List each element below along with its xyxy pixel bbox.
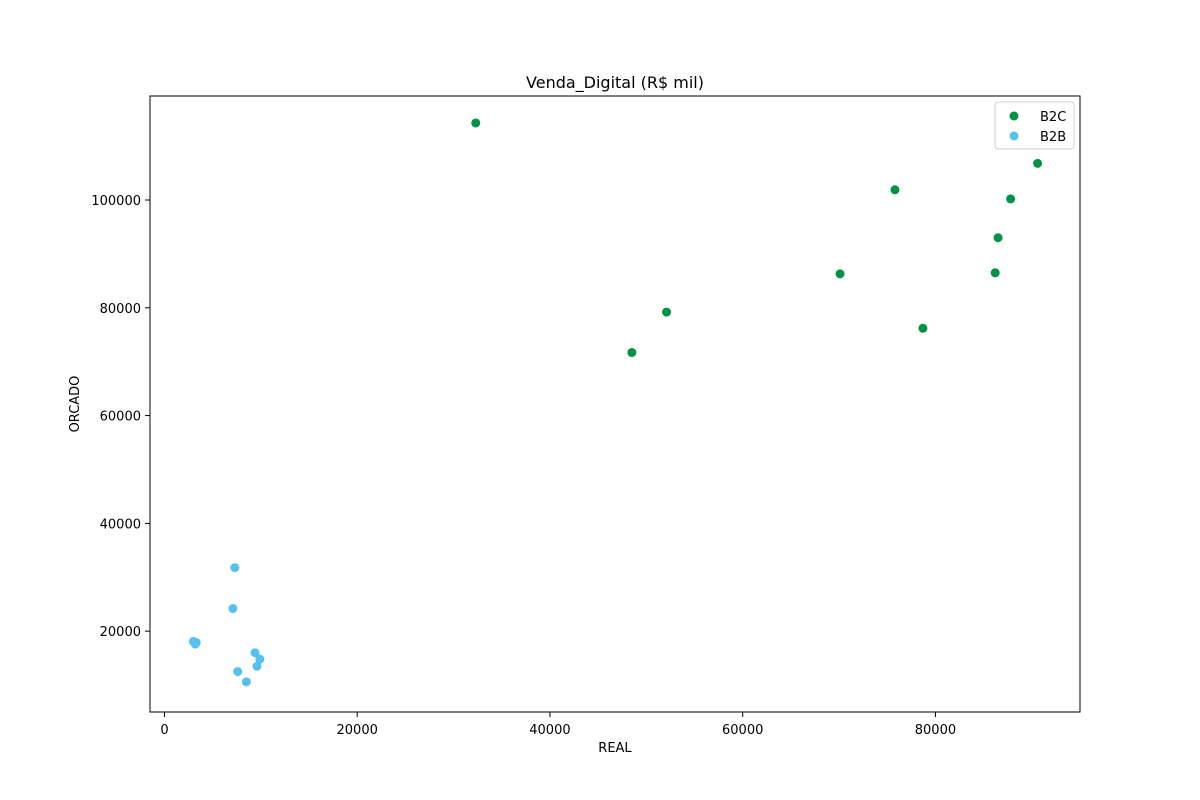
legend-marker-b2b bbox=[1009, 131, 1019, 141]
x-tick-label: 80000 bbox=[915, 723, 956, 738]
data-point-b2b bbox=[228, 604, 238, 614]
y-tick-label: 20000 bbox=[100, 625, 141, 640]
x-tick-label: 0 bbox=[160, 723, 168, 738]
y-tick-label: 100000 bbox=[91, 194, 141, 209]
data-point-b2c bbox=[662, 307, 672, 317]
y-axis: 20000 40000 60000 80000 100000 bbox=[91, 194, 150, 640]
series-b2b bbox=[188, 563, 265, 687]
y-tick-label: 60000 bbox=[100, 410, 141, 425]
data-point-b2b bbox=[241, 677, 251, 687]
data-point-b2b bbox=[190, 639, 200, 649]
data-point-b2c bbox=[890, 185, 900, 195]
x-axis-label: REAL bbox=[598, 741, 632, 756]
data-point-b2b bbox=[230, 563, 240, 573]
legend-marker-b2c bbox=[1009, 111, 1019, 121]
data-point-b2b bbox=[255, 654, 265, 664]
data-point-b2c bbox=[627, 348, 637, 358]
plot-area bbox=[149, 95, 1081, 713]
legend-label-b2c: B2C bbox=[1040, 110, 1066, 125]
x-axis: 0 20000 40000 60000 80000 bbox=[160, 712, 956, 738]
data-point-b2c bbox=[918, 323, 928, 333]
x-tick-label: 60000 bbox=[722, 723, 763, 738]
chart-title: Venda_Digital (R$ mil) bbox=[526, 73, 704, 93]
data-point-b2c bbox=[990, 268, 1000, 278]
legend-label-b2b: B2B bbox=[1040, 130, 1066, 145]
data-point-b2c bbox=[993, 233, 1003, 243]
data-point-b2c bbox=[1006, 194, 1016, 204]
y-axis-label: ORCADO bbox=[68, 376, 83, 433]
y-tick-label: 80000 bbox=[100, 302, 141, 317]
data-point-b2c bbox=[1033, 158, 1043, 168]
x-tick-label: 40000 bbox=[529, 723, 570, 738]
data-points bbox=[188, 118, 1043, 687]
data-point-b2c bbox=[835, 269, 845, 279]
y-tick-label: 40000 bbox=[100, 517, 141, 532]
x-tick-label: 20000 bbox=[337, 723, 378, 738]
data-point-b2b bbox=[250, 648, 260, 658]
series-b2c bbox=[471, 118, 1043, 358]
data-point-b2b bbox=[252, 661, 262, 671]
data-point-b2c bbox=[471, 118, 481, 128]
data-point-b2b bbox=[233, 667, 243, 677]
